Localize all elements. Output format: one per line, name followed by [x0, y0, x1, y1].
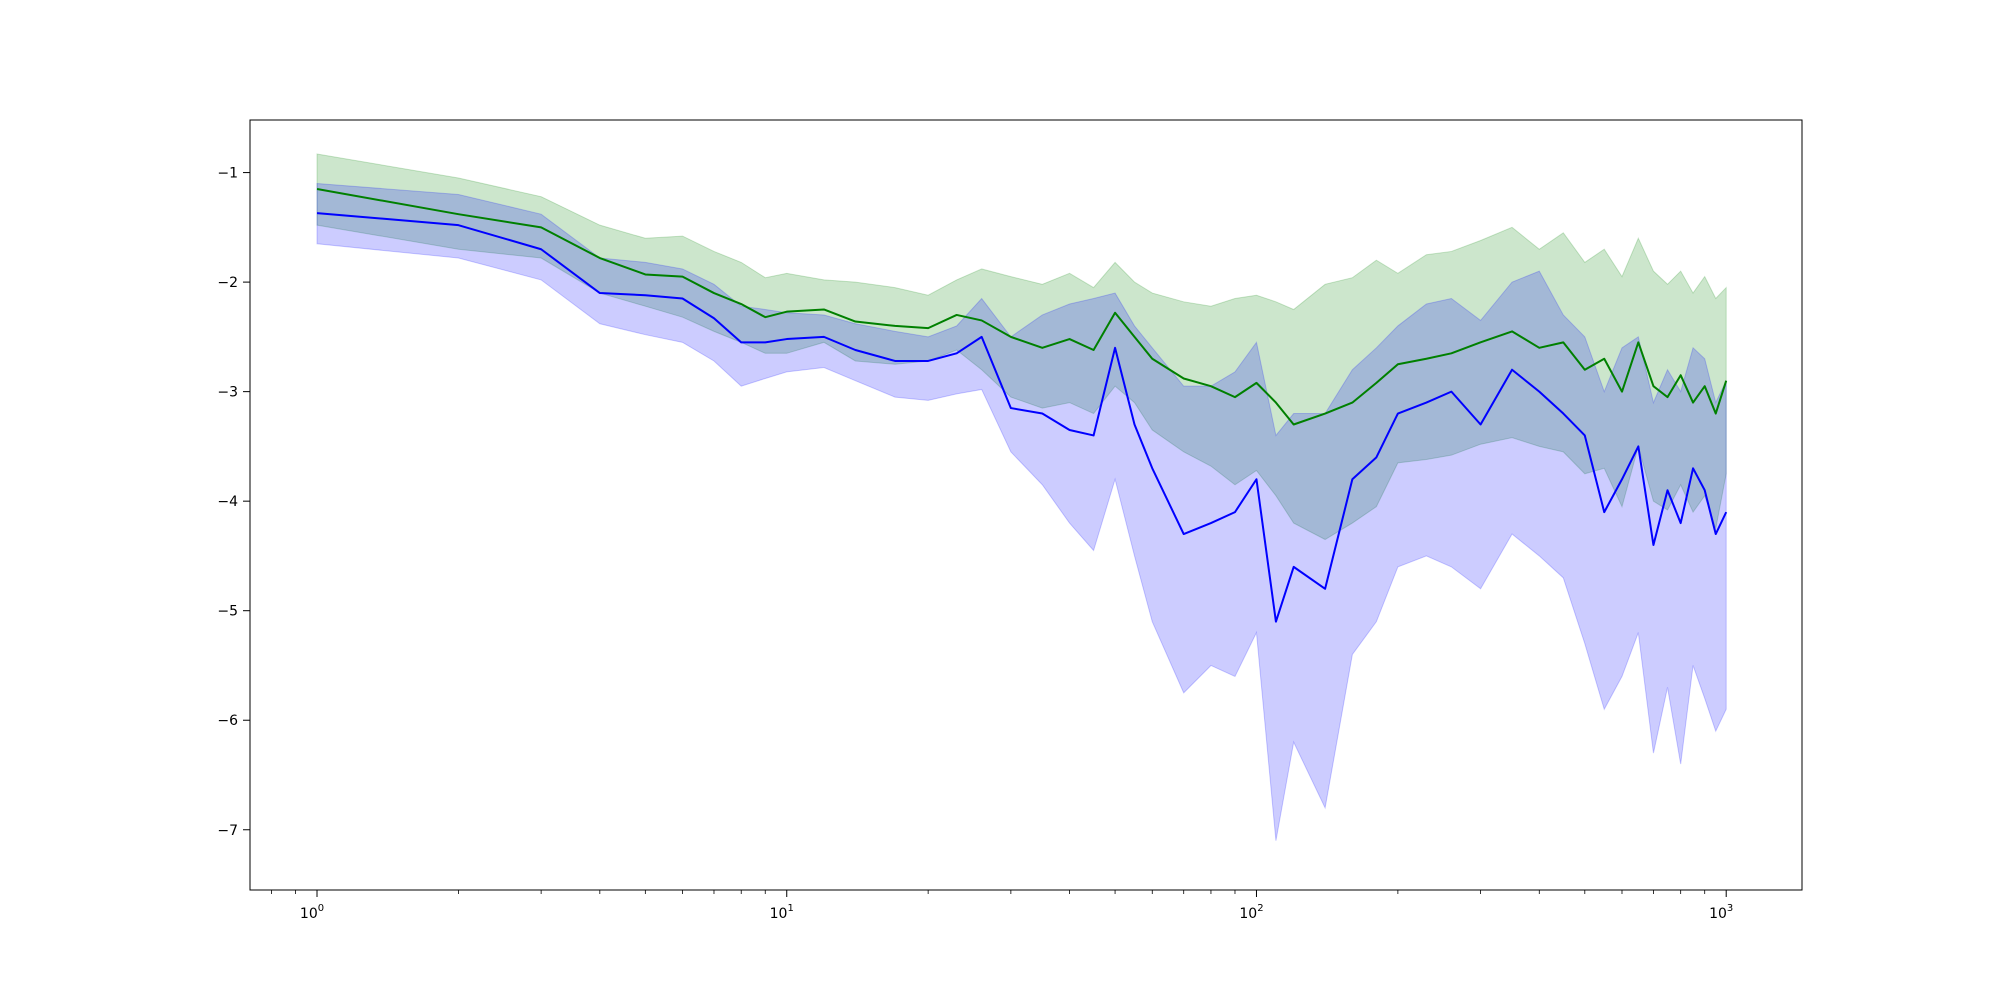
plot-frame	[249, 119, 1803, 891]
y-tick-label: −4	[217, 494, 238, 510]
line-series-2	[316, 212, 1728, 623]
x-tick-label: 103	[1709, 903, 1733, 922]
x-tick-label: 100	[300, 903, 324, 922]
x-tick-label: 102	[1239, 903, 1263, 922]
band-series-1	[316, 153, 1727, 541]
confidence-bands	[316, 153, 1727, 841]
y-tick-label: −6	[217, 713, 238, 729]
x-tick-label: 101	[770, 903, 794, 922]
band-series-2	[316, 182, 1727, 841]
y-tick-label: −1	[217, 166, 238, 182]
line-series-1	[316, 188, 1728, 426]
y-tick-label: −7	[217, 823, 238, 839]
y-tick-label: −3	[217, 385, 238, 401]
y-tick-label: −5	[217, 604, 238, 620]
y-tick-label: −2	[217, 275, 238, 291]
series-lines	[316, 188, 1728, 623]
axes: −1 −2 −3 −4 −5 −6 −7 100 101 102 103	[217, 166, 1733, 922]
